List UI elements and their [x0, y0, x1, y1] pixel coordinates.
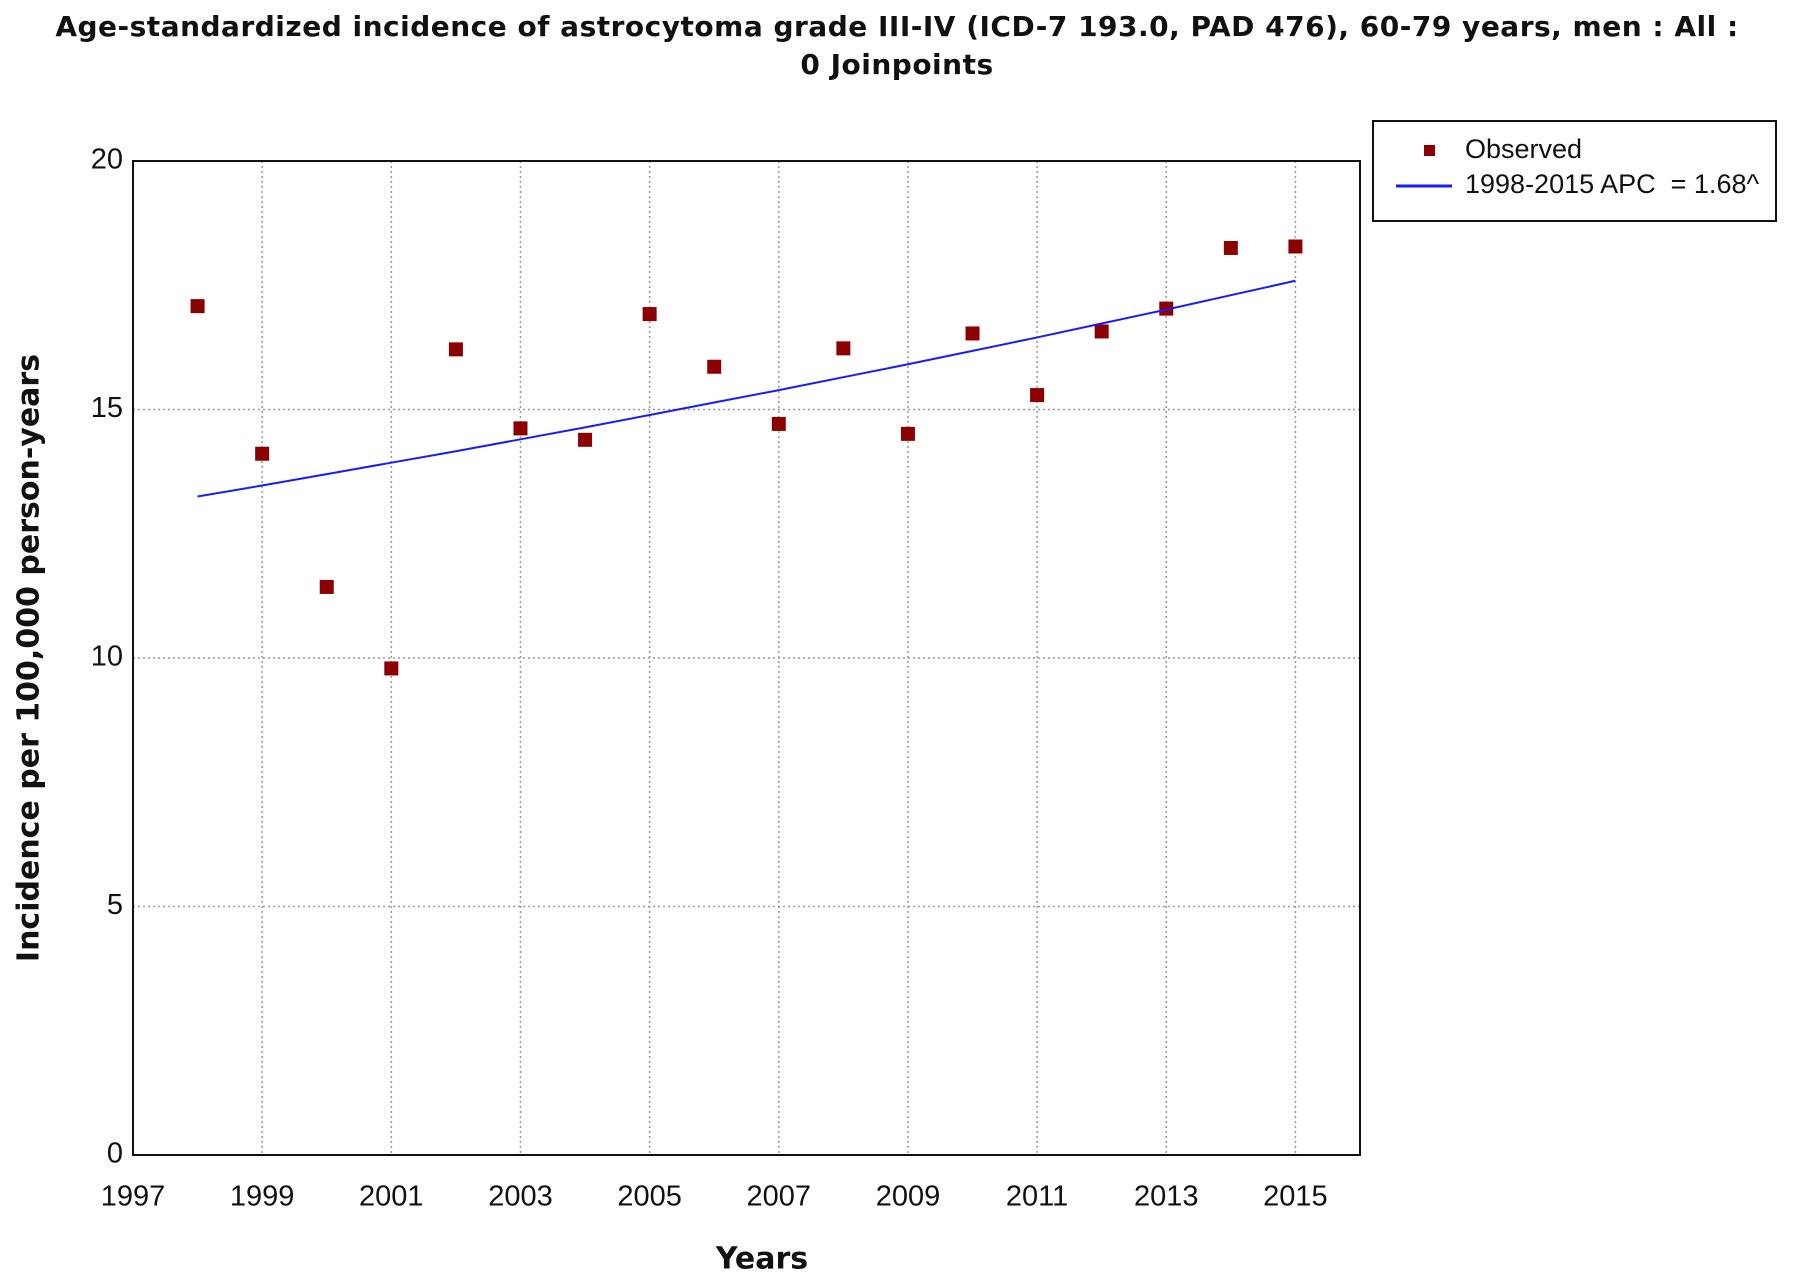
x-tick-label: 2003: [488, 1181, 553, 1213]
x-tick-label: 2011: [1006, 1181, 1068, 1213]
y-tick-label: 10: [91, 641, 123, 673]
point: [1094, 324, 1109, 339]
point: [642, 307, 657, 322]
y-tick-label: 5: [107, 889, 123, 921]
y-axis-label: Incidence per 100,000 person-years: [12, 354, 47, 962]
x-tick-label: 1999: [230, 1181, 295, 1213]
legend-box: [1372, 120, 1777, 222]
point: [707, 359, 722, 374]
point: [384, 661, 399, 676]
chart-title: Age-standardized incidence of astrocytom…: [55, 10, 1739, 81]
x-tick-label: 2005: [617, 1181, 682, 1213]
point: [578, 432, 593, 447]
y-tick-label: 0: [107, 1138, 123, 1170]
point: [1030, 388, 1045, 403]
plot-frame: [132, 160, 1361, 1156]
point: [1288, 239, 1303, 254]
point: [771, 416, 786, 431]
point: [448, 342, 463, 357]
point: [965, 326, 980, 341]
legend-label: 1998-2015 APC = 1.68^: [1465, 169, 1759, 199]
point: [255, 446, 270, 461]
x-tick-label: 1997: [101, 1181, 166, 1213]
y-tick-label: 20: [91, 144, 123, 176]
point: [1223, 240, 1238, 255]
x-axis-label: Years: [715, 1242, 808, 1277]
legend-marker: [1424, 145, 1435, 156]
point: [190, 299, 205, 314]
fit-line: [197, 279, 1296, 498]
point: [900, 426, 915, 441]
point: [513, 421, 528, 436]
x-tick-label: 2007: [747, 1181, 812, 1213]
point: [836, 341, 851, 356]
x-tick-label: 2013: [1134, 1181, 1199, 1213]
x-tick-label: 2001: [359, 1181, 424, 1213]
x-tick-label: 2015: [1263, 1181, 1328, 1213]
legend-label: Observed: [1465, 134, 1582, 164]
point: [319, 579, 334, 594]
x-tick-label: 2009: [876, 1181, 941, 1213]
y-tick-label: 15: [91, 392, 123, 424]
